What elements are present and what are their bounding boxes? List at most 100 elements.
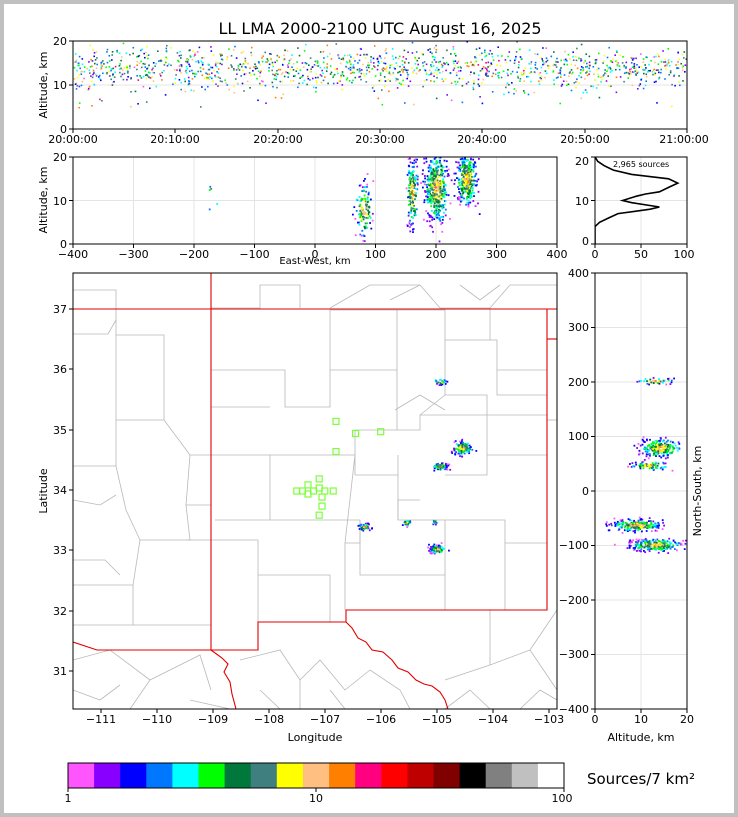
altitude-time-source xyxy=(399,55,401,58)
altitude-eastwest-source xyxy=(442,204,444,207)
altitude-time-source xyxy=(536,68,539,70)
altitude-time-source xyxy=(540,57,542,59)
northsouth-source xyxy=(646,438,648,441)
altitude-eastwest-source xyxy=(412,228,414,231)
map-source xyxy=(435,523,437,526)
altitude-time-source xyxy=(664,78,666,80)
altitude-eastwest-source xyxy=(426,186,428,189)
altitude-eastwest-source xyxy=(460,196,463,199)
altitude-eastwest-source xyxy=(458,178,460,181)
northsouth-source xyxy=(613,521,616,524)
altitude-time-source xyxy=(575,56,577,58)
northsouth-source xyxy=(655,448,657,451)
altitude-time-source xyxy=(365,73,368,75)
altitude-time-source xyxy=(255,65,257,68)
altitude-eastwest-source xyxy=(353,206,356,208)
altitude-time-source xyxy=(441,64,444,67)
northsouth-source xyxy=(634,529,636,532)
map-source xyxy=(433,469,436,472)
lma-station-marker xyxy=(352,429,360,438)
northsouth-source xyxy=(654,452,657,455)
altitude-time-source xyxy=(640,78,643,80)
altitude-eastwest-xtick: −300 xyxy=(118,248,148,261)
altitude-eastwest-source xyxy=(439,184,442,187)
altitude-time-source xyxy=(240,75,242,77)
altitude-eastwest-source xyxy=(457,186,459,188)
altitude-time-source xyxy=(165,51,168,53)
altitude-eastwest-source xyxy=(467,203,470,206)
altitude-eastwest-source xyxy=(362,234,365,237)
northsouth-source xyxy=(650,464,652,466)
altitude-time-source xyxy=(560,59,562,62)
altitude-eastwest-source xyxy=(364,211,367,214)
altitude-time-source xyxy=(452,46,455,48)
map-source xyxy=(436,465,439,468)
altitude-eastwest-source xyxy=(434,181,436,184)
altitude-time-source xyxy=(402,83,404,86)
altitude-time-source xyxy=(140,49,142,52)
altitude-eastwest-source xyxy=(358,213,360,216)
altitude-time-source xyxy=(395,80,397,82)
map-source xyxy=(431,550,434,553)
map-source xyxy=(448,549,450,552)
altitude-time-source xyxy=(588,55,591,58)
colorbar-swatch xyxy=(302,763,330,788)
northsouth-source xyxy=(630,466,633,468)
map-source xyxy=(430,546,432,548)
map-source xyxy=(462,441,464,444)
northsouth-source xyxy=(627,465,629,468)
altitude-time-source xyxy=(491,53,493,55)
map-source xyxy=(455,447,457,450)
altitude-time-source xyxy=(138,62,141,64)
altitude-time-source xyxy=(402,56,405,58)
colorbar-label: Sources/7 km² xyxy=(587,770,695,788)
colorbar-swatch xyxy=(407,763,435,788)
altitude-time-source xyxy=(679,84,681,87)
altitude-eastwest-source xyxy=(424,177,426,180)
colorbar-swatch xyxy=(355,763,382,788)
map-xlabel: Longitude xyxy=(288,731,343,744)
colorbar-swatch xyxy=(68,763,95,788)
altitude-time-source xyxy=(384,57,386,59)
altitude-time-source xyxy=(401,64,404,66)
altitude-time-source xyxy=(533,71,536,73)
altitude-time-source xyxy=(484,67,487,69)
map-source xyxy=(357,524,360,527)
altitude-eastwest-source xyxy=(468,182,471,185)
northsouth-source xyxy=(677,542,680,544)
northsouth-source xyxy=(665,541,668,543)
map-source xyxy=(443,464,445,467)
altitude-time-source xyxy=(259,63,261,66)
altitude-eastwest-source xyxy=(428,220,431,223)
altitude-eastwest-source xyxy=(431,209,433,212)
altitude-time-source xyxy=(260,84,263,87)
altitude-time-source xyxy=(377,56,379,59)
altitude-time-source xyxy=(655,69,658,71)
northsouth-source xyxy=(613,543,616,546)
northsouth-source xyxy=(627,528,630,531)
altitude-time-source xyxy=(379,79,382,82)
altitude-time-source xyxy=(429,73,432,76)
altitude-eastwest-source xyxy=(437,202,439,205)
altitude-time-panel: Altitude, km 0 10 20 20:00:00 20:10:00 2… xyxy=(37,35,709,146)
altitude-eastwest-source xyxy=(439,209,441,212)
altitude-time-source xyxy=(678,75,680,77)
altitude-eastwest-source xyxy=(438,157,441,159)
altitude-time-source xyxy=(227,67,230,69)
map-source xyxy=(434,520,437,523)
altitude-time-source xyxy=(442,80,445,83)
altitude-eastwest-source xyxy=(366,226,369,229)
altitude-time-source xyxy=(660,61,663,63)
northsouth-source xyxy=(667,443,670,446)
northsouth-ytick: −200 xyxy=(559,594,589,607)
northsouth-source xyxy=(636,543,638,546)
map-source xyxy=(434,545,437,547)
altitude-time-source xyxy=(680,62,682,65)
altitude-time-source xyxy=(137,55,140,58)
altitude-eastwest-source xyxy=(410,187,413,190)
altitude-time-source xyxy=(276,86,278,89)
map-source xyxy=(458,451,460,453)
northsouth-source xyxy=(658,381,661,383)
altitude-time-source xyxy=(584,60,587,62)
altitude-time-source xyxy=(270,53,272,55)
